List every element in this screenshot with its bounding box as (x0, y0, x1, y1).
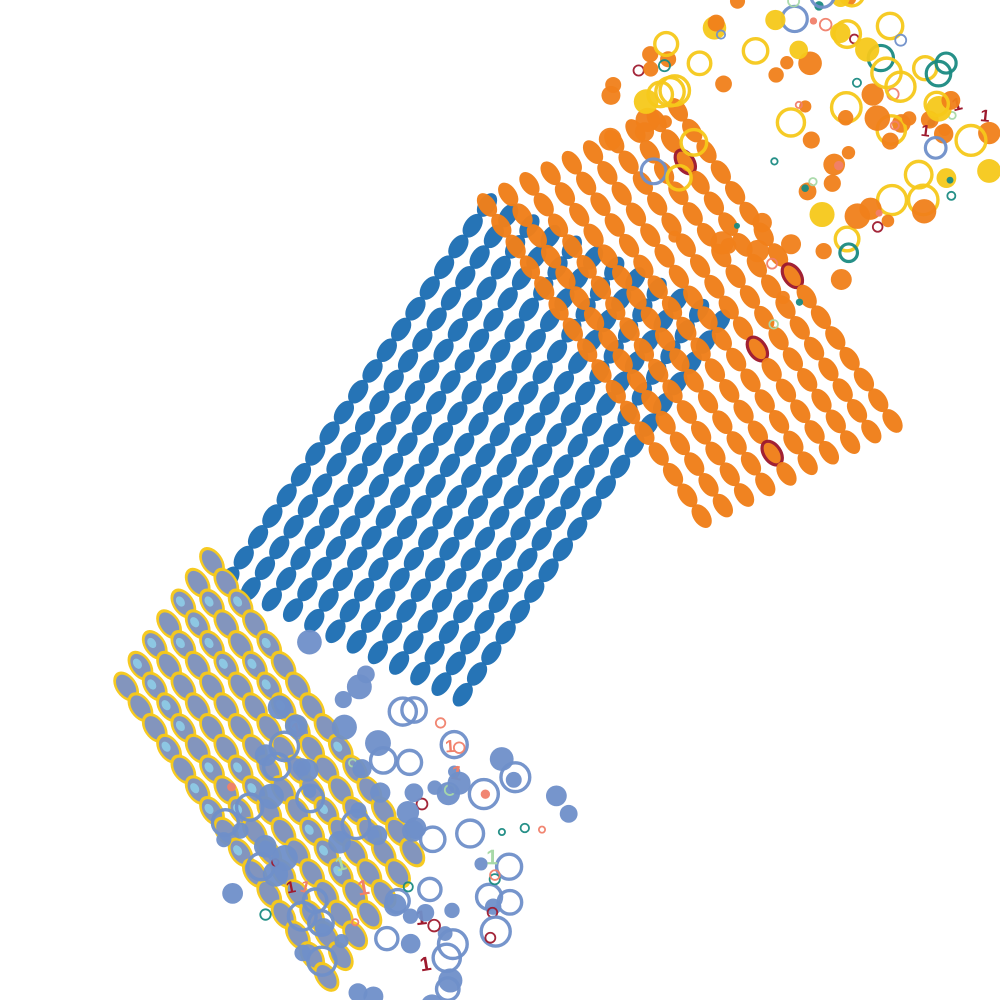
svg-text:1: 1 (486, 846, 498, 869)
svg-text:1: 1 (444, 736, 455, 757)
